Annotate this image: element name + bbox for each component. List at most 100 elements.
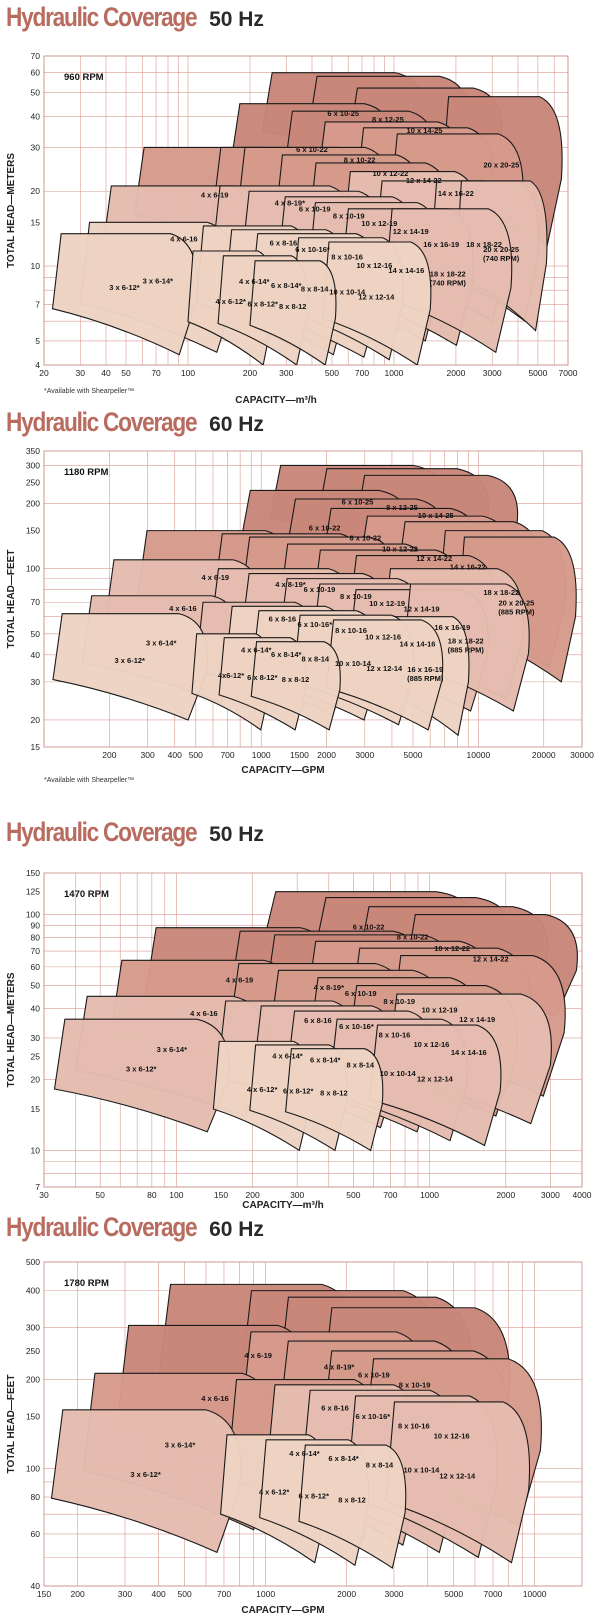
- pump-label: 4 x 8-19*: [275, 580, 306, 589]
- pump-label: 4 x 6-19: [244, 1351, 272, 1360]
- x-tick-label: 300: [279, 368, 293, 378]
- pump-coverage-region: [385, 1401, 531, 1564]
- pump-label: 6 x 10-16*: [356, 1412, 391, 1421]
- x-tick-label: 700: [217, 1589, 231, 1599]
- x-tick-label: 300: [290, 1190, 304, 1200]
- pump-label: 6 x 8-16: [270, 238, 298, 247]
- pump-label: 6 x 8-12*: [283, 1087, 314, 1096]
- y-tick-label: 200: [26, 499, 40, 509]
- y-tick-label: 30: [31, 142, 41, 152]
- pump-label: 4 x 8-19*: [275, 199, 306, 208]
- pump-label: 4 x 6-16: [170, 234, 198, 243]
- pump-label: 20 x 20-25 (740 RPM): [483, 245, 520, 263]
- pump-label: 14 x 16-22: [438, 189, 474, 198]
- pump-coverage-region: [325, 619, 444, 731]
- pump-label: 18 x 18-22: [466, 240, 502, 249]
- coverage-panel-4: Hydraulic Coverage 60 Hz 150 200 300 400 500…: [0, 1210, 600, 1620]
- y-tick-label: 50: [31, 629, 41, 639]
- pump-label: 18 x 18-22 (885 RPM): [448, 637, 485, 655]
- pump-label: 10 x 12-16: [434, 1431, 470, 1440]
- y-tick-label: 20: [31, 186, 41, 196]
- x-tick-label: 2000: [446, 368, 465, 378]
- x-tick-label: 3000: [355, 750, 374, 760]
- pump-label: 8 x 12-25: [386, 503, 418, 512]
- y-tick-label: 30: [31, 1033, 41, 1043]
- pump-label: 6 x 8-16: [269, 614, 297, 623]
- plot-frame: [43, 450, 583, 748]
- coverage-chart: 30 50 80 100 150 200 300 500 700 1000 2000 3000 4000…: [6, 868, 592, 1210]
- x-tick-label: 700: [383, 1190, 397, 1200]
- pump-label: 4 x 6-14*: [289, 1449, 320, 1458]
- pump-label: 8 x 10-22: [349, 533, 381, 542]
- y-tick-label: 50: [31, 87, 41, 97]
- pump-label: 8 x 8-12: [338, 1496, 366, 1505]
- y-tick-label: 100: [26, 910, 40, 920]
- footnote: *Available with Shearpeller™: [44, 388, 135, 395]
- x-tick-label: 1000: [256, 1589, 275, 1599]
- pump-label: 12 x 14-19: [459, 1015, 495, 1024]
- title-text: Hydraulic Coverage: [6, 817, 198, 847]
- x-tick-label: 4000: [573, 1190, 592, 1200]
- pump-label: 6 x 8-12*: [247, 299, 278, 308]
- pump-label: 8 x 8-12: [320, 1089, 348, 1098]
- x-tick-label: 5000: [528, 368, 547, 378]
- pump-label: 20 x 20-25 (885 RPM): [498, 598, 535, 616]
- pump-label: 12 x 12-14: [358, 292, 395, 301]
- y-tick-label: 90: [31, 920, 41, 930]
- pump-coverage-region: [52, 613, 208, 721]
- subtitle-text: 60 Hz: [209, 413, 264, 436]
- pump-label: 4 x 6-16: [190, 1009, 218, 1018]
- y-tick-label: 7: [35, 1182, 40, 1192]
- pump-coverage-region: [50, 1409, 242, 1554]
- x-tick-label: 2000: [317, 750, 336, 760]
- y-tick-label: 60: [31, 962, 41, 972]
- x-tick-label: 50: [121, 368, 131, 378]
- pump-label: 8 x 8-14: [366, 1460, 394, 1469]
- pump-label: 3 x 6-12*: [126, 1064, 157, 1073]
- coverage-panel-3: Hydraulic Coverage 50 Hz 30 50 80 100 150 200…: [0, 815, 600, 1210]
- y-axis-label: TOTAL HEAD—METERS: [6, 972, 17, 1087]
- pump-label: 6 x 10-22: [309, 524, 341, 533]
- y-tick-label: 300: [26, 460, 40, 470]
- pump-label: 4 x 6-14*: [241, 646, 272, 655]
- pump-label: 3 x 6-14*: [157, 1045, 188, 1054]
- x-tick-label: 10000: [523, 1589, 547, 1599]
- pump-label: 8 x 10-19: [333, 212, 365, 221]
- y-tick-label: 60: [31, 1529, 41, 1539]
- pump-label: 6 x 10-22: [296, 145, 328, 154]
- pump-label: 4 x 6-16: [169, 604, 197, 613]
- pump-label: 10 x 12-16: [365, 632, 401, 641]
- pump-label: 6 x 10-19: [345, 989, 377, 998]
- pump-coverage-region: [53, 1018, 230, 1133]
- x-tick-label: 300: [141, 750, 155, 760]
- pump-label: 6 x 8-14*: [328, 1454, 359, 1463]
- pump-label: 14 x 14-16: [451, 1048, 487, 1057]
- x-tick-label: 30: [76, 368, 86, 378]
- rpm-label: 1180 RPM: [64, 467, 108, 478]
- pump-label: 8 x 10-16: [335, 626, 367, 635]
- pump-coverage-region: [51, 233, 198, 356]
- title-text: Hydraulic Coverage: [6, 407, 198, 437]
- y-tick-label: 80: [31, 1492, 41, 1502]
- pump-label: 6 x 8-12*: [247, 673, 278, 682]
- pump-label: 10 x 14-25: [418, 511, 454, 520]
- y-tick-label: 70: [31, 946, 41, 956]
- pump-label: 10 x 12-19: [369, 599, 405, 608]
- x-axis-label: CAPACITY—GPM: [241, 765, 324, 776]
- y-tick-label: 40: [31, 111, 41, 121]
- y-tick-label: 300: [26, 1323, 40, 1333]
- pump-label: 4 x 6-16: [201, 1394, 229, 1403]
- x-tick-label: 5000: [404, 750, 423, 760]
- y-tick-label: 40: [31, 650, 41, 660]
- pump-label: 8 x 8-12: [282, 675, 310, 684]
- y-tick-label: 350: [26, 446, 40, 456]
- title-text: Hydraulic Coverage: [6, 2, 198, 32]
- y-tick-label: 125: [26, 887, 40, 897]
- pump-label: 4 x 6-12*: [215, 297, 246, 306]
- pump-label: 6 x 10-25: [327, 109, 359, 118]
- y-tick-label: 500: [26, 1257, 40, 1267]
- pump-label: 12 x 14-22: [406, 176, 442, 185]
- x-tick-label: 5000: [444, 1589, 463, 1599]
- y-tick-label: 100: [26, 1463, 40, 1473]
- pump-label: 18 x 18-22 (740 RPM): [430, 270, 467, 288]
